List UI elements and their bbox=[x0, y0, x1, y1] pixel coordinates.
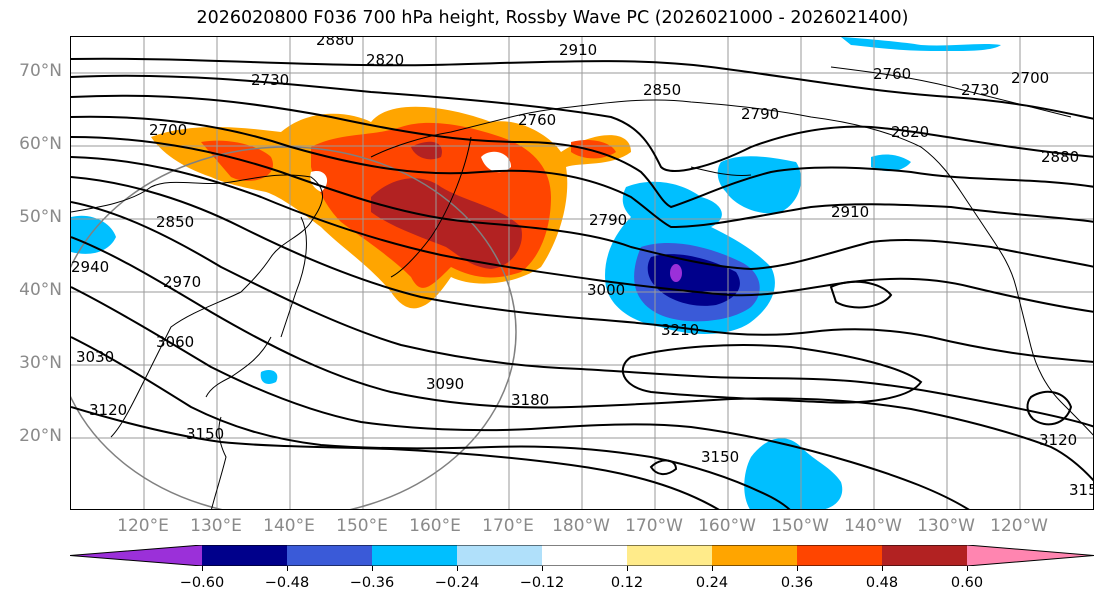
contour-label: 2820 bbox=[891, 123, 929, 141]
contour-label: 3030 bbox=[76, 348, 114, 366]
lon-label: 180°W bbox=[552, 516, 610, 536]
contour-label: 2910 bbox=[559, 41, 597, 59]
contour-label: 2760 bbox=[873, 65, 911, 83]
contour-label: 2940 bbox=[71, 258, 109, 276]
contour-label: 3150 bbox=[186, 425, 224, 443]
colorbar-segment bbox=[287, 545, 372, 566]
positive-anomaly-hole bbox=[481, 151, 511, 173]
figure-title: 2026020800 F036 700 hPa height, Rossby W… bbox=[196, 8, 909, 28]
contour-label: 2730 bbox=[251, 71, 289, 89]
colorbar-tick-label: 0.60 bbox=[950, 575, 984, 591]
contour-label: 2880 bbox=[316, 37, 354, 49]
negative-anomaly-south bbox=[744, 438, 843, 509]
colorbar-tick-label: −0.48 bbox=[264, 575, 310, 591]
colorbar-tickmark bbox=[542, 566, 543, 571]
colorbar-tickmark bbox=[712, 566, 713, 571]
lon-label: 140°W bbox=[844, 516, 902, 536]
lat-label-20: 20°N bbox=[19, 426, 62, 446]
colorbar-tick-label: −0.12 bbox=[519, 575, 565, 591]
colorbar-tickmark bbox=[967, 566, 968, 571]
colorbar-tick-label: 0.24 bbox=[695, 575, 729, 591]
lat-label-70: 70°N bbox=[19, 61, 62, 81]
colorbar-tick-label: 0.12 bbox=[610, 575, 644, 591]
lon-label: 170°E bbox=[482, 516, 534, 536]
colorbar-tickmark bbox=[627, 566, 628, 571]
colorbar-tickmark bbox=[372, 566, 373, 571]
colorbar-segment bbox=[797, 545, 882, 566]
negative-anomaly-alaska bbox=[871, 154, 911, 172]
colorbar-tickmark bbox=[287, 566, 288, 571]
colorbar-extend-low bbox=[70, 545, 202, 566]
lat-label-60: 60°N bbox=[19, 134, 62, 154]
contour-label: 2700 bbox=[149, 121, 187, 139]
lon-label: 170°W bbox=[625, 516, 683, 536]
colorbar-segment bbox=[712, 545, 797, 566]
map-canvas: 2880 2820 2910 2730 2850 2760 2790 2760 … bbox=[71, 37, 1094, 509]
lon-label: 130°W bbox=[917, 516, 975, 536]
lon-label: 160°E bbox=[409, 516, 461, 536]
contour-label: 2850 bbox=[643, 81, 681, 99]
colorbar-segment bbox=[202, 545, 287, 566]
contour-label: 3120 bbox=[89, 401, 127, 419]
contour-label: 2700 bbox=[1011, 69, 1049, 87]
highlight-circle bbox=[71, 146, 517, 509]
colorbar-extend-high bbox=[967, 545, 1094, 566]
coastlines bbox=[71, 66, 1093, 509]
contour-label: 3090 bbox=[426, 375, 464, 393]
contour-label: 2910 bbox=[831, 203, 869, 221]
colorbar-segment bbox=[882, 545, 967, 566]
negative-anomaly-west bbox=[71, 215, 116, 254]
contour-label: 3120 bbox=[1039, 431, 1077, 449]
contour-label: 2760 bbox=[518, 111, 556, 129]
colorbar-tick-label: −0.60 bbox=[179, 575, 225, 591]
colorbar bbox=[70, 545, 1094, 566]
contour-label: 2730 bbox=[961, 81, 999, 99]
contour-label: 2850 bbox=[156, 213, 194, 231]
lat-label-50: 50°N bbox=[19, 207, 62, 227]
colorbar-segment bbox=[627, 545, 712, 566]
lon-label: 140°E bbox=[263, 516, 315, 536]
contour-label: 2970 bbox=[163, 273, 201, 291]
lon-label: 150°W bbox=[771, 516, 829, 536]
lon-label: 160°W bbox=[698, 516, 756, 536]
lon-label: 130°E bbox=[190, 516, 242, 536]
contour-label: 3000 bbox=[587, 281, 625, 299]
colorbar-tick-label: 0.48 bbox=[865, 575, 899, 591]
lat-label-40: 40°N bbox=[19, 280, 62, 300]
negative-anomaly-north bbox=[841, 37, 1001, 52]
lon-label: 150°E bbox=[336, 516, 388, 536]
contour-label: 3210 bbox=[661, 321, 699, 339]
contour-label: 2880 bbox=[1041, 148, 1079, 166]
contour-label: 3180 bbox=[511, 391, 549, 409]
contour-label: 2790 bbox=[589, 211, 627, 229]
colorbar-tick-label: −0.36 bbox=[349, 575, 395, 591]
contour-label: 2790 bbox=[741, 105, 779, 123]
colorbar-tickmark bbox=[457, 566, 458, 571]
negative-anomaly-small bbox=[260, 370, 278, 384]
lat-label-30: 30°N bbox=[19, 353, 62, 373]
contour-label: 3150 bbox=[1069, 481, 1094, 499]
colorbar-tickmark bbox=[882, 566, 883, 571]
gridlines bbox=[71, 37, 1093, 509]
contour-label: 3150 bbox=[701, 448, 739, 466]
colorbar-segment bbox=[372, 545, 457, 566]
colorbar-segment bbox=[457, 545, 542, 566]
colorbar-tick-label: 0.36 bbox=[780, 575, 814, 591]
colorbar-tickmark bbox=[202, 566, 203, 571]
contour-label: 3060 bbox=[156, 333, 194, 351]
colorbar-tick-label: −0.24 bbox=[434, 575, 480, 591]
negative-anomaly-peak bbox=[670, 264, 682, 282]
colorbar-segment bbox=[542, 545, 627, 566]
colorbar-tickmark bbox=[797, 566, 798, 571]
map-panel: 2880 2820 2910 2730 2850 2760 2790 2760 … bbox=[70, 36, 1094, 510]
height-contours bbox=[71, 57, 1093, 509]
contour-label: 2820 bbox=[366, 51, 404, 69]
lon-label: 120°E bbox=[117, 516, 169, 536]
lon-label: 120°W bbox=[990, 516, 1048, 536]
